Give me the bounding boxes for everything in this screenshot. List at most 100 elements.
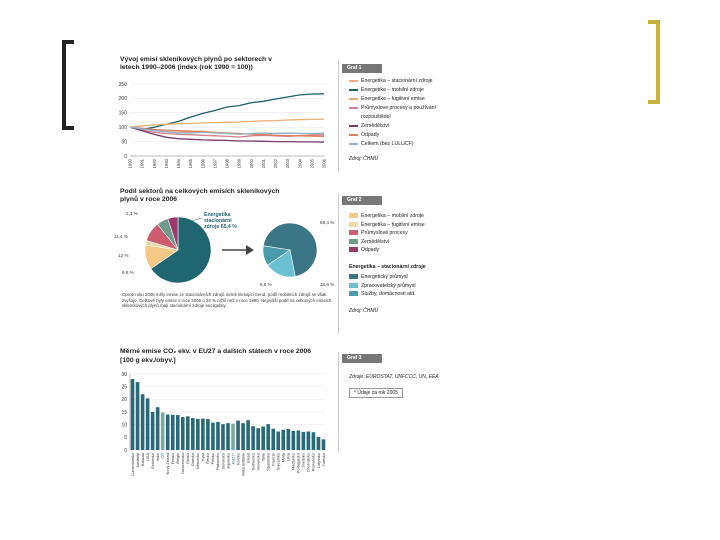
legend-color-swatch xyxy=(349,230,358,236)
graf1-series-line xyxy=(129,126,325,135)
graf3-category-label: Řecko xyxy=(205,453,210,464)
graf3-bar xyxy=(321,439,326,450)
graf2-title: Podíl sektorů na celkových emisích sklen… xyxy=(120,188,280,203)
graf1-legend-item: Energetika – fugitivní emise xyxy=(349,96,425,102)
graf1-source: Zdroj: ČHMÚ xyxy=(349,156,379,162)
legend-label: Odpady xyxy=(361,132,380,138)
graf2-callout-text: Energetika xyxy=(204,212,231,218)
graf3-category-label: Litva xyxy=(287,452,291,461)
graf2-legend-item: Energetika – mobilní zdroje xyxy=(349,213,424,219)
legend-line-swatch xyxy=(349,124,358,127)
graf3-category-label: USA xyxy=(146,453,150,461)
document-page: Vývoj emisí skleníkových plynů po sektor… xyxy=(112,52,612,512)
graf2-source: Zdroj: ČHMÚ xyxy=(349,308,379,314)
graf2-divider xyxy=(338,194,339,334)
graf3-category-label: Německo xyxy=(196,453,200,469)
graf1-xtick: 2002 xyxy=(273,158,278,168)
graf1-xtick: 1997 xyxy=(212,158,217,168)
legend-color-swatch xyxy=(349,282,358,288)
graf3-source: Zdroje: EUROSTAT, UNFCCC, UN, EEA xyxy=(349,374,439,380)
graf1-ytick: 150 xyxy=(119,111,128,117)
graf1-xtick: 1998 xyxy=(225,158,230,168)
graf2-callout-leader xyxy=(187,217,203,223)
legend-label: Energetika – fugitivní emise xyxy=(361,96,425,102)
graf3-bar xyxy=(236,420,240,450)
legend-line-swatch xyxy=(349,97,358,100)
legend-line-swatch xyxy=(349,106,358,109)
graf3-category-label: Rusko xyxy=(186,453,190,464)
graf1-xtick: 2004 xyxy=(297,158,302,168)
legend-label: Zemědělství xyxy=(361,238,390,245)
legend-line-swatch xyxy=(349,79,358,82)
graf3-ytick: 30 xyxy=(121,372,127,378)
graf3-bar xyxy=(155,407,160,450)
graf1-ytick: 0 xyxy=(124,154,127,160)
graf3-category-label: Japonsko xyxy=(226,453,230,469)
graf3-category-label: Rumunsko xyxy=(312,453,316,471)
graf3-category-label: Portugalsko xyxy=(297,453,301,473)
graf3-category-label: Francie xyxy=(272,453,276,466)
legend-color-swatch xyxy=(349,221,358,227)
graf2-legend-item: Průmyslové procesy xyxy=(349,230,408,236)
graf1-legend-item: Průmyslové procesy a používání xyxy=(349,105,436,111)
legend-color-swatch xyxy=(349,274,358,280)
graf1-series-line xyxy=(129,118,325,128)
graf3-category-label: Španělsko xyxy=(266,453,271,471)
graf3-category-label: Malta xyxy=(282,452,286,462)
legend-label: Průmyslové procesy xyxy=(361,230,408,236)
graf3-subtitle: [100 g ekv./obyv.] xyxy=(120,357,176,364)
graf1-legend-item: Celkem (bez LULUCF) xyxy=(349,141,413,147)
graf3-category-label: Lucembursko xyxy=(131,453,135,476)
graf3-bar xyxy=(306,431,311,450)
graf2-sub-pie-slice xyxy=(262,245,291,266)
graf2-subpie-label: 6,8 % xyxy=(260,282,272,287)
graf3-category-label: Kypr xyxy=(201,452,205,461)
graf3-category-label: Kanada xyxy=(141,452,145,466)
graf2-legend-group-title: Energetika – stacionární zdroje xyxy=(349,264,426,270)
graf3-category-label: Polsko xyxy=(211,453,215,464)
graf1-xtick: 1990 xyxy=(128,158,133,168)
graf3-bar xyxy=(221,424,225,450)
graf2-sublegend-item: Zpracovatelský průmysl xyxy=(349,283,415,289)
graf3-category-label: Finsko xyxy=(171,453,175,464)
graf3-category-label: Lotyšsko xyxy=(317,453,321,468)
graf1-xtick: 1999 xyxy=(237,158,242,168)
legend-label: rozpouštědel xyxy=(361,114,391,120)
graf3-category-label: Velká Británie xyxy=(241,453,245,476)
graf1-xtick: 2005 xyxy=(309,158,314,168)
graf3-bar xyxy=(206,419,210,450)
legend-color-swatch xyxy=(349,247,358,253)
graf1-xtick: 2003 xyxy=(285,158,290,168)
graf3-bar xyxy=(246,420,250,450)
graf3-category-label: Estonsko xyxy=(151,453,155,469)
graf1-xtick: 1994 xyxy=(176,158,181,168)
graf3-category-label: Belgie xyxy=(176,453,180,464)
graf2-pie-label: 2,3 % xyxy=(126,211,138,216)
legend-color-swatch xyxy=(349,291,358,297)
legend-label: Služby, domácnosti atd. xyxy=(361,291,416,297)
graf2-subpie-label: 69,4 % xyxy=(320,220,334,225)
graf3-category-label: Švédsko xyxy=(301,453,306,468)
graf1-legend-item: Zemědělství xyxy=(349,123,389,129)
graf1-xtick: 1991 xyxy=(140,158,145,168)
graf3-bar xyxy=(211,422,215,450)
legend-label: Energetický průmysl xyxy=(361,274,408,280)
graf3-bar xyxy=(196,418,200,450)
graf2-callout-text: zdroje 65,4 % xyxy=(204,224,237,230)
graf3-category-label: Bulharsko xyxy=(251,453,255,470)
graf3-ytick: 25 xyxy=(121,384,127,390)
graf1-line-chart: 0 50 100 150 200 250 1990 1991 1992 1993 1994 1995 1… xyxy=(119,82,327,169)
graf3-bar xyxy=(271,428,276,450)
legend-label: Energetika – mobilní zdroje xyxy=(361,87,424,93)
graf3-category-label: Island xyxy=(246,453,250,463)
legend-line-swatch xyxy=(349,133,358,136)
graf1-xtick: 2006 xyxy=(322,158,327,168)
graf3-bar xyxy=(165,414,170,450)
graf2-legend-item: Zemědělství xyxy=(349,239,389,245)
graf2-legend-item: Energetika – fugitivní emise xyxy=(349,222,425,228)
graf3-bar xyxy=(251,426,255,450)
graf3-footnote: * Údaje za rok 2005 xyxy=(349,388,403,398)
graf3-category-label: Austrálie xyxy=(136,453,140,468)
graf1-legend-item: Energetika – stacionární zdroje xyxy=(349,78,433,84)
